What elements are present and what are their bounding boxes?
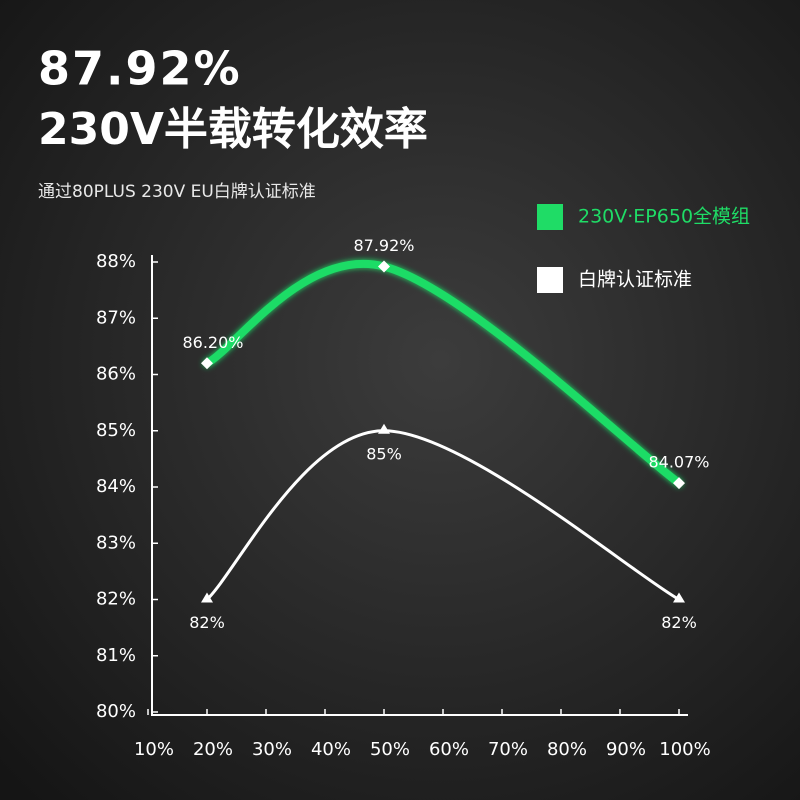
point-marker bbox=[201, 592, 213, 603]
point-marker bbox=[201, 357, 213, 370]
x-tick-label: 10% bbox=[134, 739, 174, 760]
x-tick-label: 100% bbox=[659, 739, 710, 760]
data-label: 82% bbox=[189, 613, 225, 632]
x-tick-label: 80% bbox=[547, 739, 587, 760]
data-label: 87.92% bbox=[353, 236, 414, 255]
series-line bbox=[203, 260, 683, 488]
data-label: 82% bbox=[661, 613, 697, 632]
legend-label: 白牌认证标准 bbox=[578, 269, 692, 291]
chart-subtitle: 230V半载转化效率 bbox=[38, 104, 428, 155]
point-marker bbox=[673, 592, 685, 603]
chart-title: 87.92% bbox=[38, 42, 242, 96]
legend-swatch bbox=[537, 204, 563, 230]
x-tick-label: 30% bbox=[252, 739, 292, 760]
legend-swatch bbox=[537, 267, 563, 293]
chart-note: 通过80PLUS 230V EU白牌认证标准 bbox=[38, 182, 316, 202]
y-tick-label: 85% bbox=[96, 420, 136, 441]
legend-label: 230V·EP650全模组 bbox=[578, 206, 750, 228]
data-label: 86.20% bbox=[182, 333, 243, 352]
data-label: 85% bbox=[366, 444, 402, 463]
point-marker bbox=[378, 260, 390, 273]
y-tick-label: 86% bbox=[96, 364, 136, 385]
x-tick-label: 90% bbox=[606, 739, 646, 760]
data-label: 84.07% bbox=[648, 453, 709, 472]
x-tick-label: 60% bbox=[429, 739, 469, 760]
y-tick-label: 84% bbox=[96, 476, 136, 497]
x-tick-label: 70% bbox=[488, 739, 528, 760]
y-tick-label: 88% bbox=[96, 251, 136, 272]
x-tick-label: 40% bbox=[311, 739, 351, 760]
x-tick-label: 50% bbox=[370, 739, 410, 760]
y-tick-label: 82% bbox=[96, 589, 136, 610]
y-tick-label: 83% bbox=[96, 532, 136, 553]
y-tick-label: 81% bbox=[96, 645, 136, 666]
point-marker bbox=[378, 423, 390, 434]
point-marker bbox=[673, 477, 685, 490]
x-tick-label: 20% bbox=[193, 739, 233, 760]
y-tick-label: 80% bbox=[96, 701, 136, 722]
y-tick-label: 87% bbox=[96, 307, 136, 328]
